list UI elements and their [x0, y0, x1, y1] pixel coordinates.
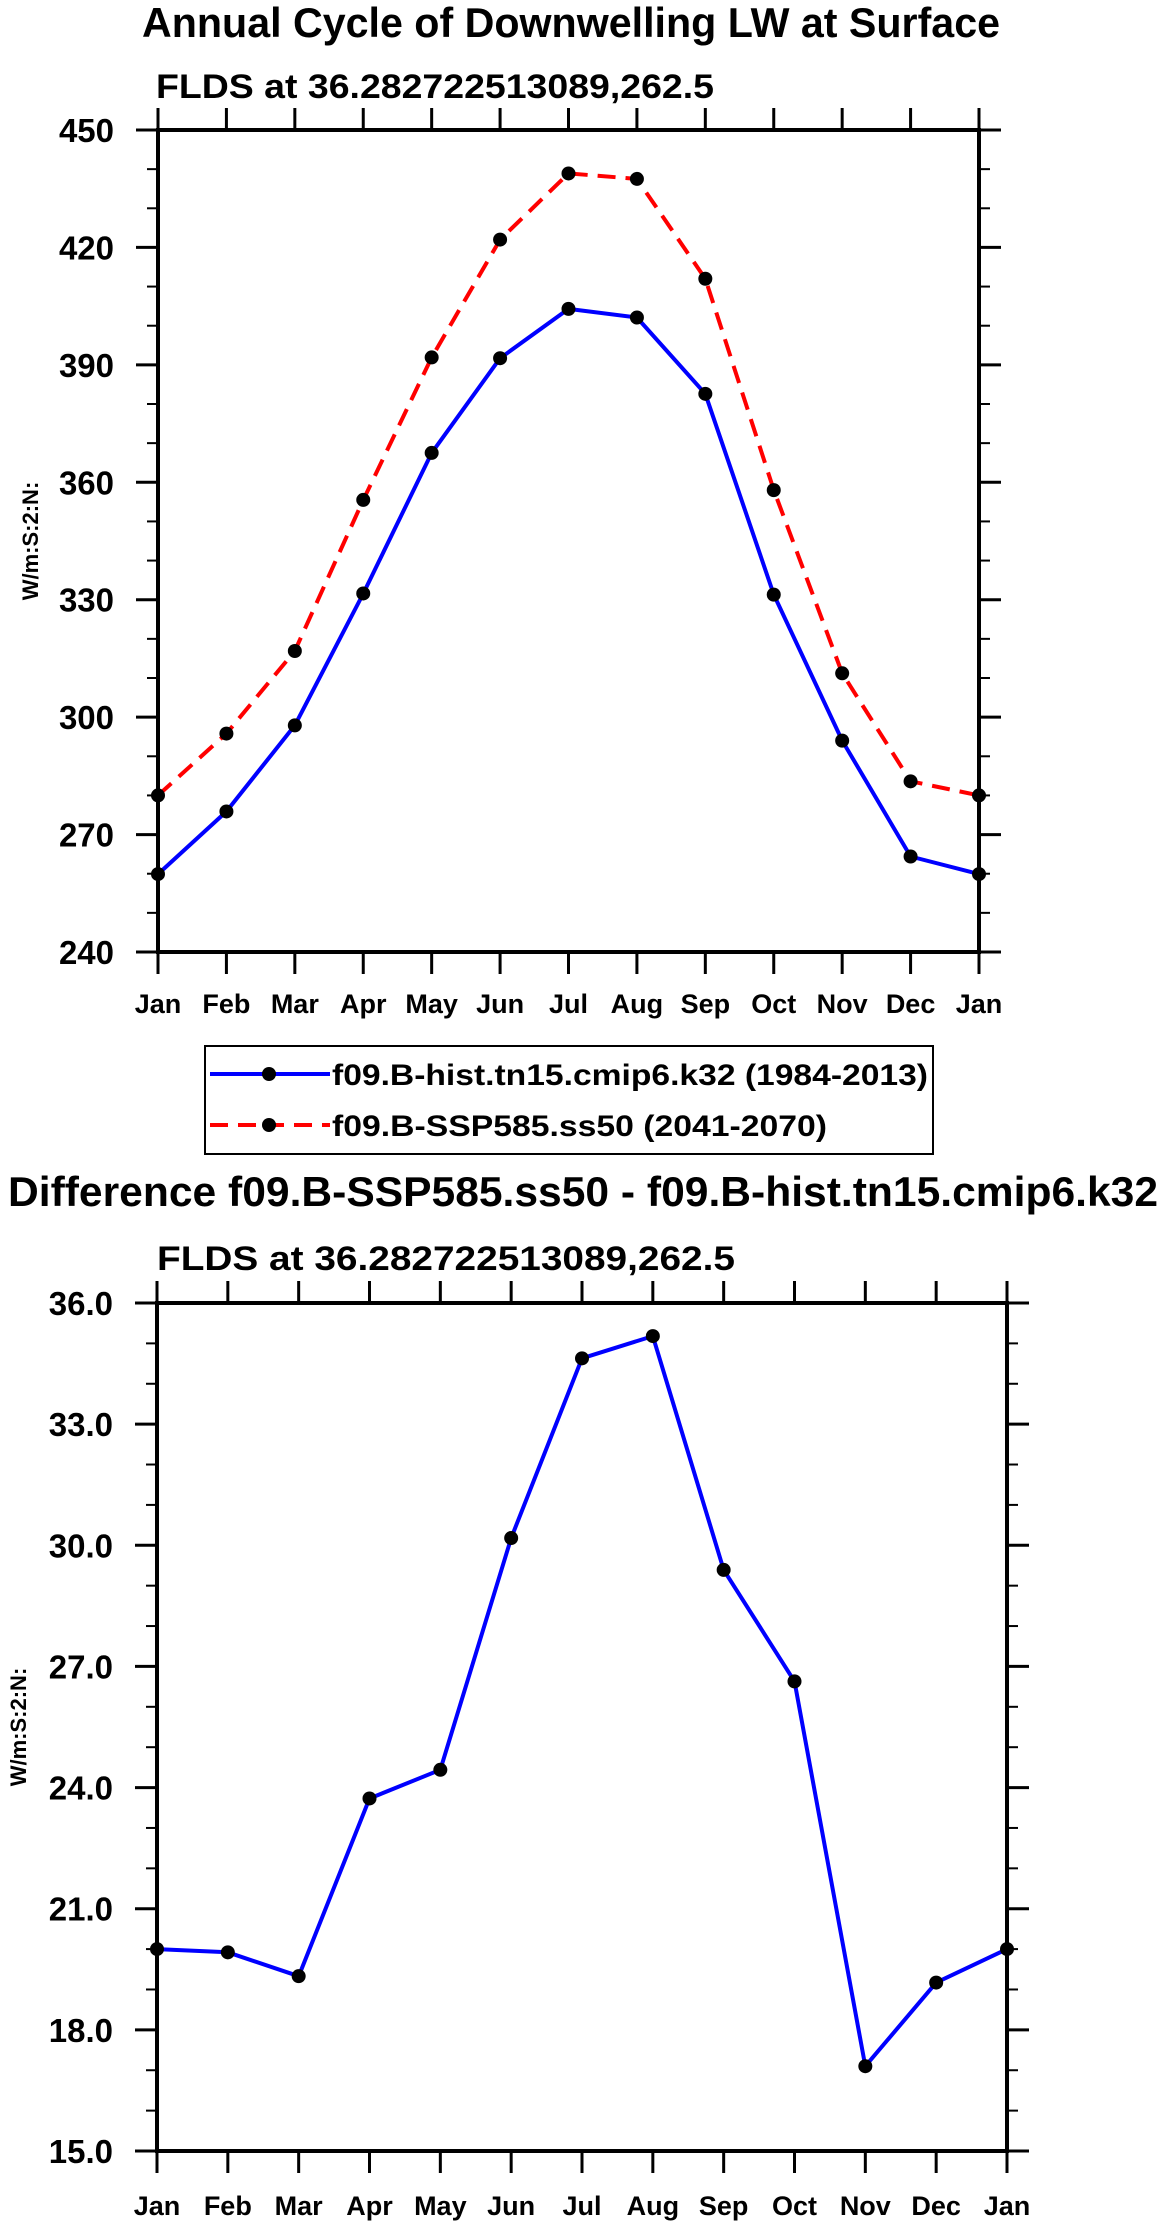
data-point-series-1: [561, 166, 576, 181]
y-tick-label: 18.0: [49, 2012, 113, 2049]
data-point-series-0: [433, 1762, 448, 1777]
legend: f09.B-hist.tn15.cmip6.k32 (1984-2013) f0…: [204, 1045, 934, 1155]
chart-title: Difference f09.B-SSP585.ss50 - f09.B-his…: [8, 1168, 1158, 1215]
y-axis-label: W/m:S:2:N:: [6, 1668, 31, 1787]
chart-subtitle: FLDS at 36.282722513089,262.5: [157, 1240, 735, 1278]
data-point-series-1: [835, 666, 850, 681]
x-tick-label: Dec: [886, 989, 936, 1019]
legend-label-hist: f09.B-hist.tn15.cmip6.k32 (1984-2013): [332, 1059, 928, 1092]
plot-frame: [155, 1301, 1009, 2153]
data-point-series-1: [698, 271, 713, 286]
x-tick-label: Aug: [611, 989, 663, 1019]
x-tick-label: Nov: [817, 989, 868, 1019]
y-tick-label: 33.0: [49, 1406, 113, 1443]
x-tick-label: Mar: [271, 989, 320, 1019]
data-point-series-0: [362, 1791, 377, 1806]
x-tick-label: May: [414, 2191, 467, 2221]
data-point-series-0: [561, 301, 576, 316]
y-tick-label: 390: [59, 347, 114, 384]
x-tick-label: Sep: [699, 2191, 749, 2221]
data-point-series-0: [929, 1975, 944, 1990]
x-tick-label: Jul: [562, 2191, 601, 2221]
x-tick-label: Nov: [840, 2191, 891, 2221]
y-tick-label: 420: [59, 229, 114, 266]
y-tick-label: 30.0: [49, 1527, 113, 1564]
x-tick-label: Jun: [487, 2191, 535, 2221]
legend-marker-hist: [262, 1067, 276, 1081]
data-point-series-1: [903, 774, 918, 789]
data-point-series-0: [716, 1562, 731, 1577]
legend-item-ssp: f09.B-SSP585.ss50 (2041-2070): [210, 1110, 827, 1143]
x-tick-label: Oct: [751, 989, 796, 1019]
legend-marker-ssp: [262, 1118, 276, 1132]
legend-box: [204, 1045, 934, 1155]
x-tick-label: May: [405, 989, 458, 1019]
y-axis-label: W/m:S:2:N:: [18, 482, 43, 601]
y-tick-label: 450: [59, 112, 114, 149]
chart-subtitle: FLDS at 36.282722513089,262.5: [156, 68, 714, 106]
x-tick-label: Jun: [476, 989, 524, 1019]
data-point-series-1: [219, 726, 234, 741]
data-point-series-0: [291, 1969, 306, 1984]
x-tick-label: Jan: [134, 2191, 181, 2221]
y-tick-label: 24.0: [49, 1770, 113, 1807]
data-point-series-1: [287, 643, 302, 658]
x-tick-label: Mar: [275, 2191, 324, 2221]
legend-label-ssp: f09.B-SSP585.ss50 (2041-2070): [332, 1110, 827, 1143]
series-line-1: [156, 171, 980, 798]
x-tick-label: Dec: [911, 2191, 961, 2221]
data-point-series-0: [629, 310, 644, 325]
data-point-series-0: [575, 1351, 589, 1366]
x-tick-label: Apr: [340, 989, 387, 1019]
x-tick-label: Feb: [204, 2191, 252, 2221]
x-tick-label: Feb: [202, 989, 250, 1019]
y-tick-label: 300: [59, 699, 114, 736]
x-tick-label: Jan: [984, 2191, 1031, 2221]
plot-frame: [156, 128, 981, 954]
data-point-series-0: [220, 1945, 235, 1960]
y-tick-label: 270: [59, 817, 114, 854]
annual-cycle-chart: Annual Cycle of Downwelling LW at Surfac…: [18, 0, 1003, 1155]
chart-title: Annual Cycle of Downwelling LW at Surfac…: [142, 0, 1000, 46]
legend-item-hist: f09.B-hist.tn15.cmip6.k32 (1984-2013): [210, 1059, 928, 1092]
data-point-series-1: [356, 492, 371, 507]
x-tick-label: Jan: [956, 989, 1003, 1019]
data-point-series-1: [424, 350, 439, 365]
series-line-0: [156, 1334, 1008, 2069]
data-point-series-0: [645, 1329, 660, 1344]
series-line-0: [156, 306, 980, 877]
data-point-series-0: [356, 586, 371, 601]
data-point-series-0: [287, 718, 302, 733]
data-point-series-1: [629, 171, 644, 186]
data-point-series-0: [698, 386, 713, 401]
data-point-series-0: [504, 1531, 519, 1546]
data-point-series-0: [787, 1674, 802, 1689]
x-tick-label: Jan: [135, 989, 182, 1019]
y-tick-label: 330: [59, 582, 114, 619]
y-tick-label: 36.0: [49, 1285, 113, 1322]
data-point-series-0: [493, 351, 508, 366]
y-tick-label: 240: [59, 934, 114, 971]
data-point-series-0: [766, 587, 781, 602]
y-tick-label: 15.0: [49, 2133, 113, 2170]
y-tick-label: 360: [59, 464, 114, 501]
data-point-series-0: [858, 2059, 873, 2074]
difference-chart: Difference f09.B-SSP585.ss50 - f09.B-his…: [6, 1168, 1158, 2221]
y-tick-label: 27.0: [49, 1648, 113, 1685]
data-point-series-0: [903, 849, 918, 864]
data-point-series-0: [424, 445, 439, 460]
data-point-series-1: [493, 232, 508, 247]
data-point-series-0: [219, 804, 234, 819]
data-point-series-0: [835, 733, 850, 748]
y-tick-label: 21.0: [49, 1891, 113, 1928]
data-point-series-1: [766, 483, 781, 498]
x-tick-label: Jul: [549, 989, 588, 1019]
x-tick-label: Sep: [681, 989, 731, 1019]
x-tick-label: Apr: [346, 2191, 393, 2221]
x-tick-label: Oct: [772, 2191, 817, 2221]
x-tick-label: Aug: [627, 2191, 679, 2221]
